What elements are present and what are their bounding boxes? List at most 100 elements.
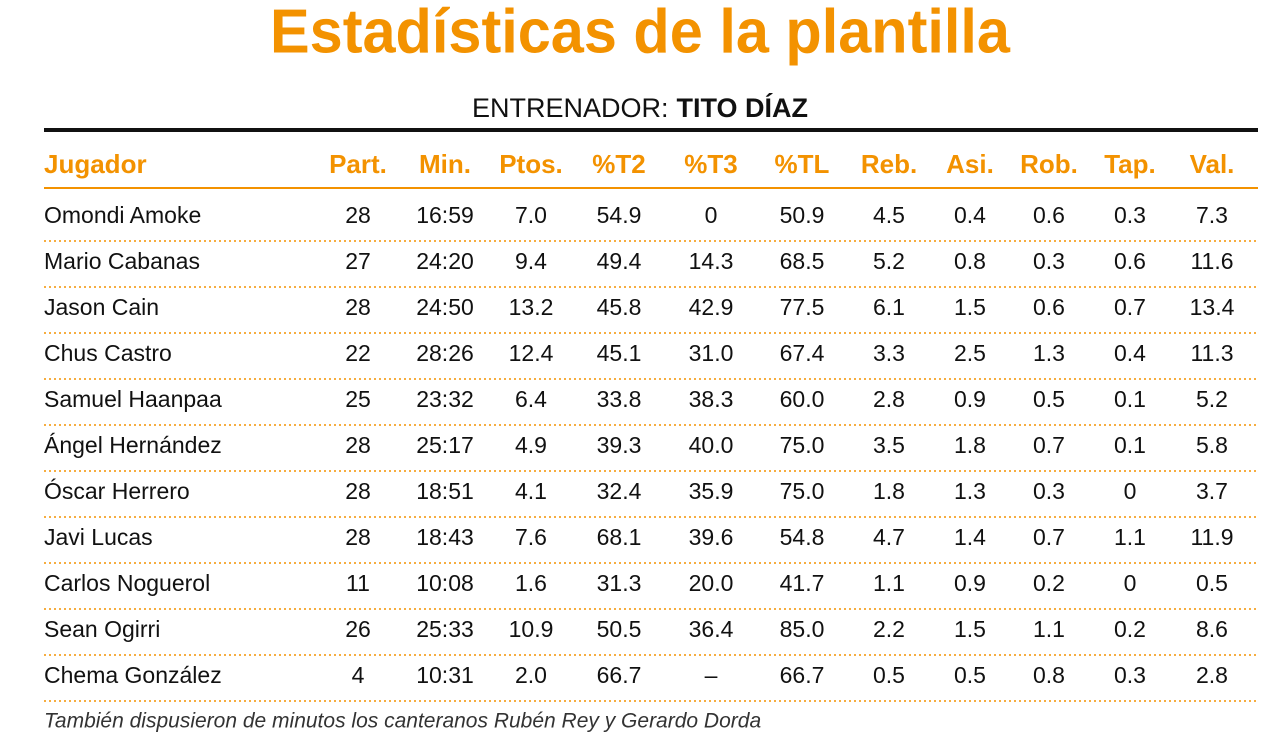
stat-cell: 5.2 (873, 248, 905, 274)
stat-cell: 68.5 (780, 248, 825, 274)
stat-cell: 12.4 (509, 340, 554, 366)
player-name: Omondi Amoke (44, 202, 201, 228)
stat-cell: 11.3 (1190, 340, 1233, 366)
player-name: Óscar Herrero (44, 478, 190, 504)
stat-cell: 50.9 (780, 202, 825, 228)
stat-cell: 0 (705, 202, 718, 228)
stat-cell: 0.6 (1033, 202, 1065, 228)
stat-cell: 13.2 (509, 294, 554, 320)
stat-cell: 10:08 (416, 570, 474, 596)
stat-cell: 0.4 (1114, 340, 1146, 366)
stat-cell: 1.1 (873, 570, 905, 596)
player-name: Mario Cabanas (44, 248, 200, 274)
stat-cell: 0.4 (954, 202, 986, 228)
stat-cell: 1.5 (954, 294, 986, 320)
stat-cell: 2.8 (1196, 662, 1228, 688)
stat-cell: 0.9 (954, 570, 986, 596)
column-header: Ptos. (499, 149, 563, 179)
player-name: Ángel Hernández (44, 432, 222, 458)
stat-cell: 14.3 (689, 248, 734, 274)
stat-cell: 40.0 (689, 432, 734, 458)
stat-cell: 25:33 (416, 616, 474, 642)
stat-cell: 45.8 (597, 294, 642, 320)
stat-cell: 1.3 (954, 478, 986, 504)
stat-cell: 20.0 (689, 570, 734, 596)
stat-cell: 7.3 (1196, 202, 1228, 228)
stat-cell: – (705, 662, 718, 688)
stat-cell: 77.5 (780, 294, 825, 320)
stat-cell: 33.8 (597, 386, 642, 412)
stat-cell: 41.7 (780, 570, 825, 596)
stat-cell: 6.4 (515, 386, 547, 412)
stat-cell: 11.9 (1190, 524, 1233, 550)
player-name: Carlos Noguerol (44, 570, 210, 596)
stat-cell: 1.8 (873, 478, 905, 504)
stat-cell: 75.0 (780, 432, 825, 458)
stat-cell: 45.1 (597, 340, 642, 366)
stat-cell: 25 (345, 386, 371, 412)
stat-cell: 0.2 (1033, 570, 1065, 596)
stat-cell: 39.3 (597, 432, 642, 458)
stat-cell: 32.4 (597, 478, 642, 504)
stat-cell: 66.7 (780, 662, 825, 688)
stat-cell: 31.3 (597, 570, 642, 596)
stat-cell: 0.5 (1033, 386, 1065, 412)
stat-cell: 4 (352, 662, 365, 688)
stat-cell: 0.5 (1196, 570, 1228, 596)
stat-cell: 4.1 (515, 478, 547, 504)
subtitle: ENTRENADOR: TITO DÍAZ (472, 92, 808, 123)
stat-cell: 0.1 (1114, 386, 1146, 412)
stat-cell: 0.6 (1033, 294, 1065, 320)
stat-cell: 0 (1124, 570, 1137, 596)
stat-cell: 2.0 (515, 662, 547, 688)
stat-cell: 26 (345, 616, 371, 642)
title: Estadísticas de la plantilla (270, 0, 1010, 66)
stat-cell: 24:20 (416, 248, 474, 274)
stat-cell: 11 (346, 570, 370, 596)
stat-cell: 23:32 (416, 386, 474, 412)
stat-cell: 1.1 (1033, 616, 1065, 642)
stat-cell: 1.5 (954, 616, 986, 642)
stat-cell: 13.4 (1190, 294, 1235, 320)
stat-cell: 28 (345, 202, 371, 228)
stat-cell: 18:51 (416, 478, 474, 504)
stat-cell: 60.0 (780, 386, 825, 412)
stat-cell: 22 (345, 340, 371, 366)
stat-cell: 11.6 (1190, 248, 1233, 274)
player-name: Javi Lucas (44, 524, 153, 550)
stat-cell: 0.6 (1114, 248, 1146, 274)
stat-cell: 25:17 (416, 432, 474, 458)
stat-cell: 66.7 (597, 662, 642, 688)
stat-cell: 42.9 (689, 294, 734, 320)
player-name: Chema González (44, 662, 222, 688)
stat-cell: 0.1 (1114, 432, 1146, 458)
stat-cell: 28:26 (416, 340, 474, 366)
column-header: %T2 (592, 149, 645, 179)
stat-cell: 54.8 (780, 524, 825, 550)
stat-cell: 28 (345, 478, 371, 504)
coach-name: TITO DÍAZ (677, 92, 809, 123)
column-header: Jugador (44, 149, 147, 179)
stat-cell: 1.4 (954, 524, 986, 550)
stat-cell: 27 (345, 248, 371, 274)
stat-cell: 39.6 (689, 524, 734, 550)
stat-cell: 2.8 (873, 386, 905, 412)
stat-cell: 2.2 (873, 616, 905, 642)
stat-cell: 1.3 (1033, 340, 1065, 366)
stat-cell: 0.8 (1033, 662, 1065, 688)
column-header: Rob. (1020, 149, 1078, 179)
stat-cell: 5.2 (1196, 386, 1228, 412)
stat-cell: 67.4 (780, 340, 825, 366)
stat-cell: 0.3 (1114, 202, 1146, 228)
stat-cell: 0.7 (1033, 432, 1065, 458)
stat-cell: 31.0 (689, 340, 734, 366)
stat-cell: 7.6 (515, 524, 547, 550)
stat-cell: 0.5 (954, 662, 986, 688)
stat-cell: 28 (345, 524, 371, 550)
stat-cell: 18:43 (416, 524, 474, 550)
stat-cell: 0.9 (954, 386, 986, 412)
stat-cell: 3.3 (873, 340, 905, 366)
stat-cell: 16:59 (416, 202, 474, 228)
stat-cell: 10.9 (509, 616, 554, 642)
